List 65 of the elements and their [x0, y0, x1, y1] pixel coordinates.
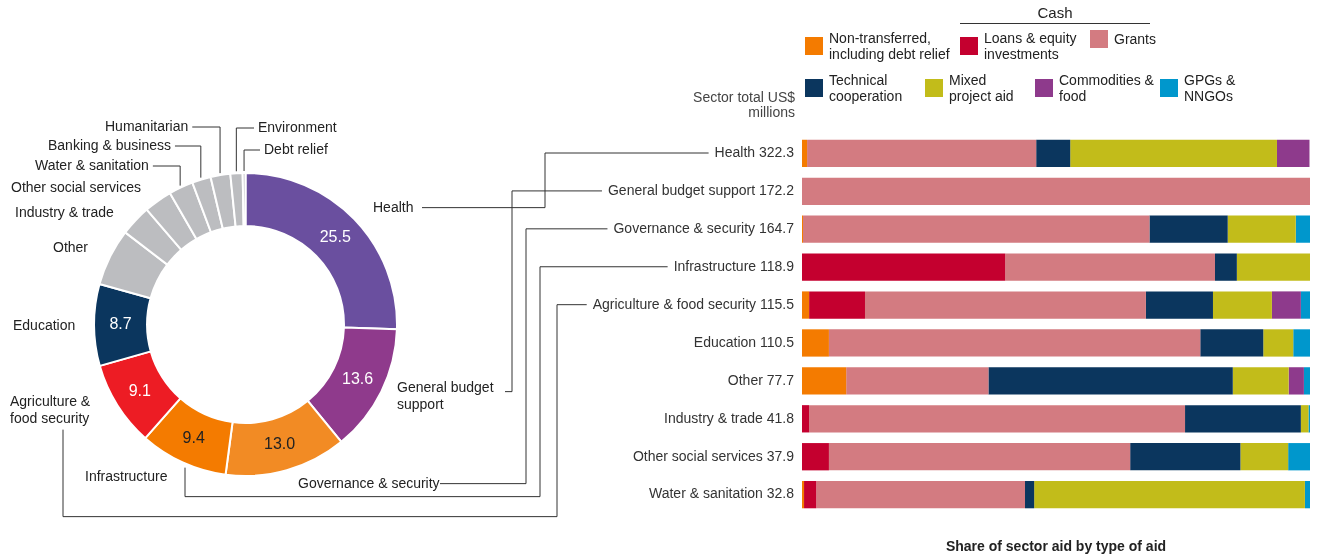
bar	[1288, 443, 1310, 471]
bar	[802, 177, 1310, 205]
bar	[802, 329, 829, 357]
bar	[1300, 291, 1310, 319]
slice-label: Debt relief	[264, 140, 328, 157]
slice-label: Banking & business	[48, 136, 171, 153]
bar	[1295, 215, 1310, 243]
bar	[1185, 405, 1301, 433]
bar	[1271, 291, 1301, 319]
bar	[1149, 215, 1228, 243]
bar	[1145, 291, 1213, 319]
bar	[804, 480, 817, 509]
legend-label: Mixed project aid	[949, 72, 1015, 104]
bar	[828, 329, 1201, 357]
bar	[1276, 139, 1310, 168]
bar	[1293, 329, 1310, 357]
y-tick-label: Education 110.5	[693, 333, 795, 350]
bar	[809, 291, 865, 319]
legend-label: Non-transferred, including debt relief	[829, 30, 951, 62]
bar	[1200, 329, 1264, 357]
bar	[1227, 215, 1296, 243]
y-tick-label: Health 322.3	[714, 144, 795, 161]
bar	[1034, 480, 1305, 509]
slice-label: Humanitarian	[105, 117, 189, 134]
bar	[1232, 367, 1289, 395]
bar	[809, 405, 1186, 433]
legend-label: Technical cooperation	[829, 72, 904, 104]
bar	[1236, 253, 1310, 281]
bar	[802, 443, 829, 471]
bar	[802, 139, 808, 168]
bar	[1288, 367, 1304, 395]
bar	[1215, 253, 1237, 281]
bar	[828, 443, 1131, 471]
bar	[988, 367, 1233, 395]
bar	[1240, 443, 1289, 471]
bar	[802, 367, 847, 395]
bar	[1130, 443, 1241, 471]
legend-label: Grants	[1114, 31, 1157, 47]
slice-label: Education	[13, 316, 76, 333]
bar	[802, 253, 1006, 281]
bar	[802, 291, 810, 319]
slice-label: Environment	[258, 118, 337, 135]
text: Sector total US$ millions	[692, 89, 795, 120]
legend-label: Loans & equity investments	[984, 30, 1078, 62]
bar	[1212, 291, 1272, 319]
text: Cash	[960, 4, 1150, 24]
bar	[802, 480, 805, 509]
bar	[1300, 405, 1309, 433]
bar	[1304, 480, 1310, 509]
bar	[1025, 480, 1035, 509]
bar	[1070, 139, 1277, 168]
bar	[1303, 367, 1310, 395]
bar	[1036, 139, 1071, 168]
legend-label: Commodities & food	[1059, 72, 1154, 104]
y-tick-label: Other 77.7	[727, 371, 795, 388]
legend-label: GPGs & NNGOs	[1184, 72, 1237, 104]
bar	[803, 215, 1150, 243]
bar	[1263, 329, 1294, 357]
bar	[864, 291, 1146, 319]
bar	[802, 405, 810, 433]
bar	[846, 367, 989, 395]
x-axis-title: Share of sector aid by type of aid	[944, 538, 1168, 555]
bar	[1005, 253, 1215, 281]
bar	[807, 139, 1037, 168]
bar	[816, 480, 1026, 509]
